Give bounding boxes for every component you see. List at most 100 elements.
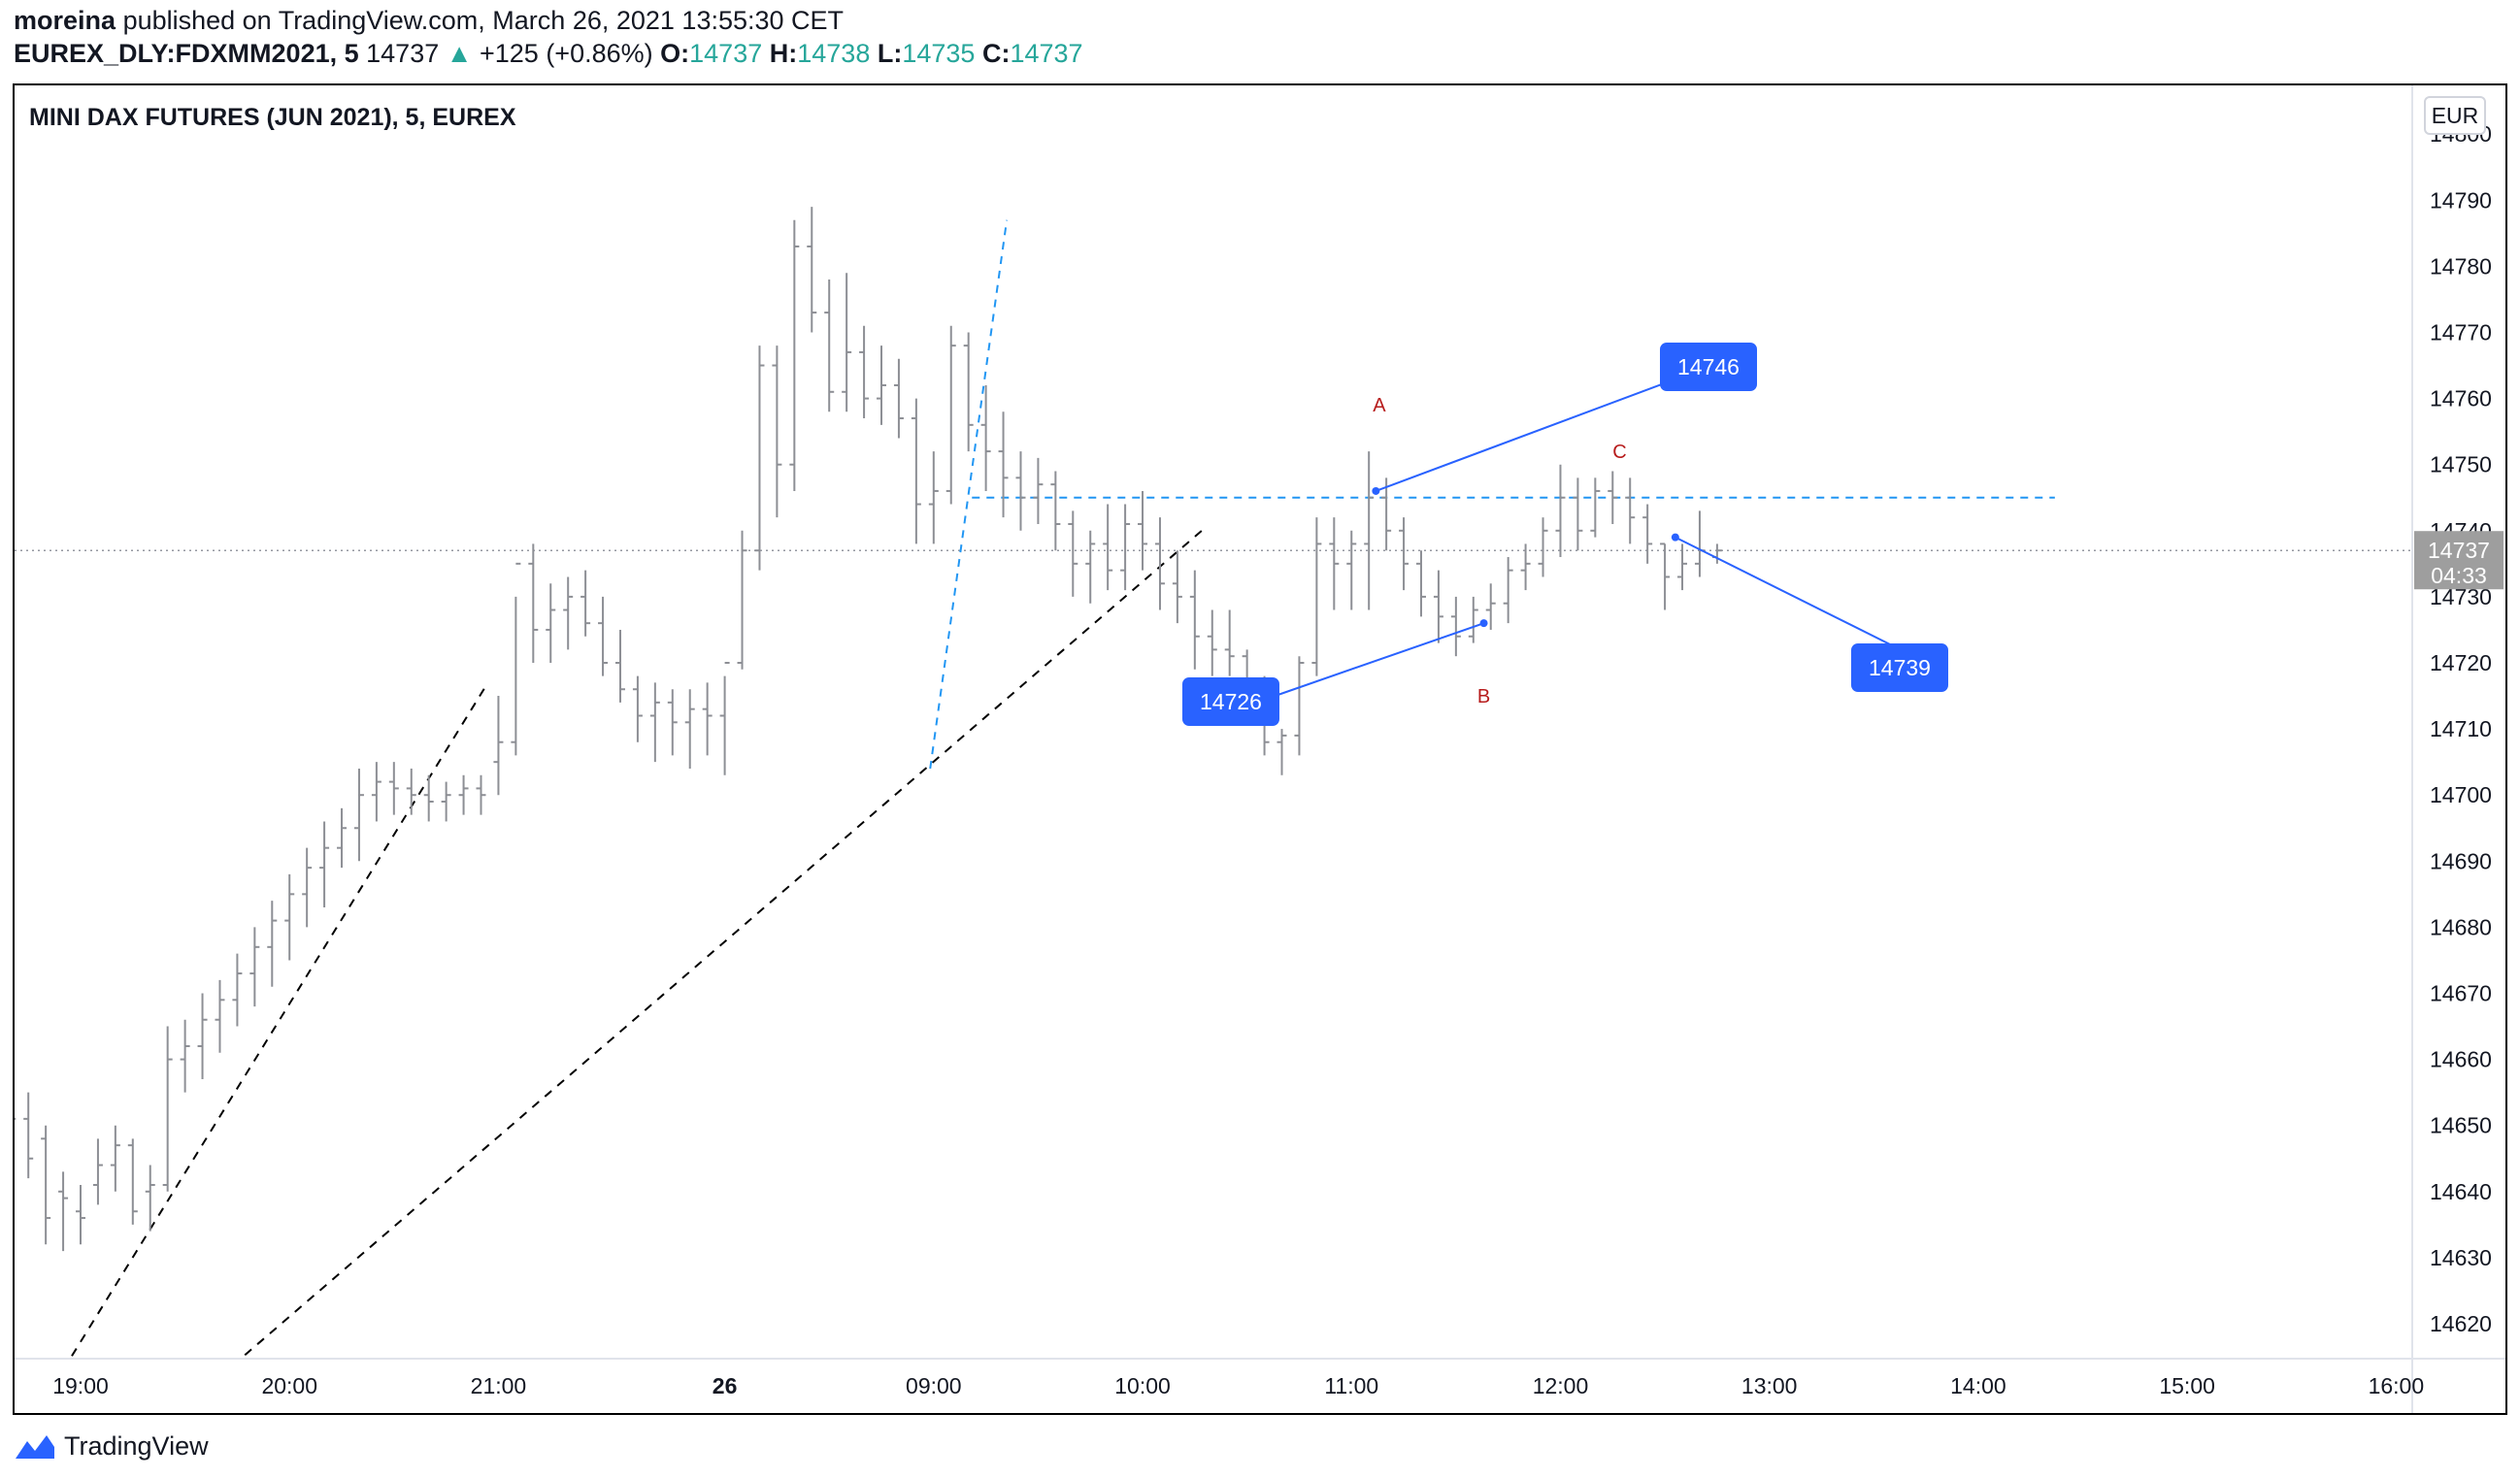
ohlc-bar	[458, 774, 469, 815]
annotation-text: 14746	[1677, 354, 1740, 379]
ohlc-bar	[963, 332, 974, 452]
ohlc-bar	[824, 279, 835, 412]
ohlc-bar	[1015, 451, 1026, 531]
ohlc-bar	[1172, 550, 1182, 624]
publish-text: published on TradingView.com, March 26, …	[122, 6, 845, 35]
y-tick-label: 14790	[2430, 187, 2492, 213]
price-annotation-label: 14739	[1851, 643, 1948, 692]
ohlc-bar	[249, 927, 260, 1007]
y-tick-label: 14720	[2430, 650, 2492, 675]
annotation-box	[1851, 643, 1948, 692]
y-tick-label: 14670	[2430, 981, 2492, 1006]
y-tick-label: 14660	[2430, 1047, 2492, 1072]
high-label: H:	[769, 39, 798, 68]
ohlc-bar	[1694, 510, 1705, 577]
y-tick-label: 14710	[2430, 716, 2492, 741]
x-tick-label: 11:00	[1324, 1373, 1378, 1398]
ohlc-bar	[1311, 517, 1322, 676]
ohlc-bar	[76, 1184, 85, 1245]
ohlc-bar	[1381, 477, 1392, 551]
chart-frame[interactable]	[13, 83, 2507, 1415]
ohlc-bar	[1520, 543, 1531, 591]
annotation-box	[1660, 343, 1757, 391]
publish-info: moreina published on TradingView.com, Ma…	[14, 6, 844, 36]
annotation-connector	[1674, 536, 1901, 650]
ohlc-bar	[92, 1138, 103, 1205]
ohlc-bar	[1538, 517, 1548, 577]
y-tick-label: 14770	[2430, 320, 2492, 345]
symbol-info: EUREX_DLY:FDXMM2021, 5 14737 ▲ +125 (+0.…	[14, 39, 1083, 69]
ohlc-bar	[1294, 656, 1305, 756]
last-price: 14737	[366, 39, 440, 68]
ohlc-bar	[772, 345, 782, 518]
currency-box	[2424, 96, 2486, 135]
wave-label: B	[1477, 686, 1490, 707]
ohlc-bar	[1555, 464, 1566, 558]
y-tick-label: 14680	[2430, 914, 2492, 939]
ohlc-bar	[1450, 596, 1461, 657]
price-annotation-label: 14726	[1182, 677, 1279, 726]
x-tick-label: 13:00	[1741, 1373, 1798, 1398]
ohlc-bar	[789, 219, 800, 491]
ohlc-bar	[511, 562, 521, 756]
ohlc-bar	[1120, 504, 1131, 591]
ohlc-bar	[1068, 510, 1078, 597]
ohlc-bar	[1138, 490, 1148, 571]
ohlc-bar	[807, 207, 817, 333]
annotation-anchor-point	[1372, 486, 1380, 495]
ohlc-bar	[232, 953, 243, 1027]
annotation-connector	[1266, 622, 1484, 700]
ohlc-bar	[702, 682, 713, 756]
wave-label: C	[1612, 442, 1626, 463]
ohlc-bar	[1085, 530, 1096, 604]
footer: TradingView	[14, 1429, 209, 1463]
ohlc-bar	[649, 682, 660, 763]
tradingview-logo-icon[interactable]	[14, 1431, 56, 1461]
footer-brand[interactable]: TradingView	[64, 1430, 209, 1461]
author-name[interactable]: moreina	[14, 6, 116, 35]
ohlc-bar	[476, 774, 486, 815]
chart-title: MINI DAX FUTURES (JUN 2021), 5, EUREX	[29, 104, 516, 131]
ohlc-bar	[180, 1019, 190, 1093]
ohlc-bar	[197, 993, 208, 1080]
ohlc-bar	[1642, 504, 1653, 564]
ohlc-bar	[528, 543, 539, 663]
ohlc-bar	[1033, 457, 1044, 524]
ohlc-bar	[441, 781, 451, 822]
price-label-value: 14737	[2428, 538, 2490, 563]
ohlc-bar	[267, 901, 278, 987]
ohlc-bar	[58, 1171, 69, 1252]
low-label: L:	[877, 39, 903, 68]
ohlc-bar	[15, 1117, 17, 1120]
ohlc-bar	[353, 768, 364, 862]
ohlc-bar	[423, 774, 434, 822]
x-tick-label: 09:00	[906, 1373, 962, 1398]
high-value: 14738	[797, 39, 871, 68]
ohlc-bar	[302, 847, 313, 928]
ohlc-bar	[145, 1165, 155, 1232]
ohlc-bar	[284, 873, 295, 961]
ohlc-bar	[684, 689, 695, 769]
y-tick-label: 14630	[2430, 1245, 2492, 1270]
ohlc-bar	[859, 325, 870, 419]
ohlc-bar	[737, 530, 747, 670]
currency-text: EUR	[2432, 103, 2479, 128]
ohlc-bar	[667, 689, 678, 756]
x-tick-label: 10:00	[1114, 1373, 1171, 1398]
ohlc-bar	[1433, 570, 1443, 643]
ohlc-bar	[1485, 583, 1496, 630]
x-tick-label: 19:00	[52, 1373, 109, 1398]
wave-label: A	[1373, 395, 1386, 416]
ohlc-bar	[1399, 517, 1409, 591]
ohlc-bar	[1415, 550, 1426, 617]
ohlc-bar	[1625, 477, 1636, 544]
x-tick-label: 12:00	[1533, 1373, 1589, 1398]
ohlc-bar	[1468, 596, 1478, 643]
open-label: O:	[660, 39, 690, 68]
ohlc-bar	[1608, 471, 1618, 524]
ohlc-bar	[877, 345, 887, 425]
ohlc-bar	[371, 762, 381, 822]
ohlc-bar	[1277, 729, 1287, 775]
up-arrow-icon: ▲	[446, 39, 473, 68]
